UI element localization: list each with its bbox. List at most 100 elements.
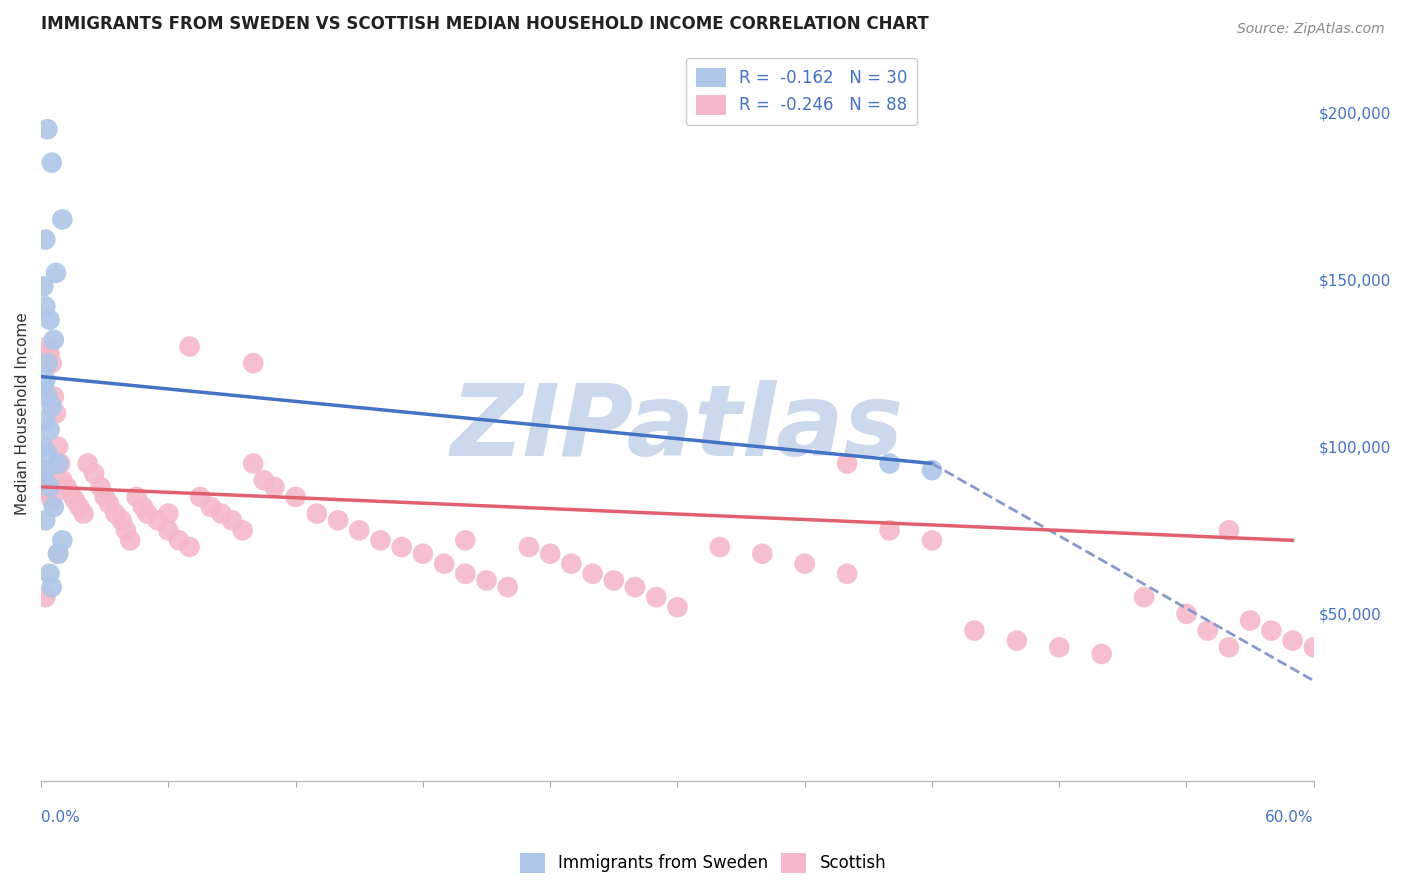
Point: [32, 279, 55, 293]
Point: [83, 467, 105, 481]
Point: [38, 480, 60, 494]
Point: [209, 507, 232, 521]
Point: [624, 580, 647, 594]
Point: [46, 547, 69, 561]
Point: [41, 580, 63, 594]
Point: [179, 339, 201, 353]
Text: ZIPatlas: ZIPatlas: [451, 379, 904, 476]
Point: [37, 356, 59, 370]
Point: [34, 513, 56, 527]
Point: [32, 440, 55, 454]
Point: [475, 574, 498, 588]
Point: [157, 524, 180, 538]
Point: [41, 155, 63, 169]
Point: [34, 413, 56, 427]
Point: [560, 557, 582, 571]
Point: [34, 373, 56, 387]
Point: [125, 490, 148, 504]
Point: [454, 566, 477, 581]
Point: [42, 500, 65, 514]
Point: [1218, 640, 1240, 655]
Point: [412, 547, 434, 561]
Point: [1323, 647, 1346, 661]
Point: [666, 600, 689, 615]
Point: [132, 500, 155, 514]
Point: [104, 507, 127, 521]
Point: [34, 590, 56, 604]
Point: [120, 533, 142, 548]
Point: [1091, 647, 1114, 661]
Point: [253, 473, 276, 487]
Point: [45, 406, 67, 420]
Point: [1281, 633, 1303, 648]
Point: [157, 507, 180, 521]
Point: [93, 490, 115, 504]
Point: [45, 266, 67, 280]
Point: [41, 356, 63, 370]
Point: [37, 390, 59, 404]
Point: [242, 356, 264, 370]
Point: [284, 490, 307, 504]
Point: [1218, 524, 1240, 538]
Point: [837, 457, 859, 471]
Point: [188, 490, 211, 504]
Point: [34, 467, 56, 481]
Point: [32, 379, 55, 393]
Point: [49, 457, 72, 471]
Point: [793, 557, 815, 571]
Point: [38, 486, 60, 500]
Point: [55, 480, 77, 494]
Point: [538, 547, 561, 561]
Point: [167, 533, 190, 548]
Point: [111, 513, 134, 527]
Point: [34, 463, 56, 477]
Y-axis label: Median Household Income: Median Household Income: [15, 312, 30, 515]
Point: [349, 524, 371, 538]
Text: 0.0%: 0.0%: [41, 811, 80, 825]
Point: [46, 457, 69, 471]
Text: 60.0%: 60.0%: [1265, 811, 1313, 825]
Point: [221, 513, 243, 527]
Point: [1260, 624, 1282, 638]
Point: [59, 486, 82, 500]
Point: [709, 540, 731, 554]
Point: [1302, 640, 1324, 655]
Point: [1239, 614, 1261, 628]
Point: [32, 473, 55, 487]
Point: [603, 574, 626, 588]
Point: [232, 524, 254, 538]
Point: [98, 497, 121, 511]
Point: [34, 299, 56, 313]
Point: [37, 122, 59, 136]
Point: [51, 473, 73, 487]
Point: [37, 446, 59, 460]
Point: [136, 507, 159, 521]
Point: [751, 547, 773, 561]
Point: [200, 500, 222, 514]
Point: [921, 533, 943, 548]
Point: [1197, 624, 1219, 638]
Point: [645, 590, 668, 604]
Point: [38, 566, 60, 581]
Point: [37, 339, 59, 353]
Point: [517, 540, 540, 554]
Point: [42, 390, 65, 404]
Text: IMMIGRANTS FROM SWEDEN VS SCOTTISH MEDIAN HOUSEHOLD INCOME CORRELATION CHART: IMMIGRANTS FROM SWEDEN VS SCOTTISH MEDIA…: [41, 15, 929, 33]
Point: [1346, 657, 1368, 671]
Point: [963, 624, 986, 638]
Point: [72, 507, 94, 521]
Point: [879, 524, 901, 538]
Point: [837, 566, 859, 581]
Point: [326, 513, 349, 527]
Legend: R =  -0.162   N = 30, R =  -0.246   N = 88: R = -0.162 N = 30, R = -0.246 N = 88: [686, 58, 917, 125]
Point: [51, 533, 73, 548]
Point: [63, 493, 86, 508]
Legend: Immigrants from Sweden, Scottish: Immigrants from Sweden, Scottish: [513, 847, 893, 880]
Point: [42, 333, 65, 347]
Point: [115, 524, 138, 538]
Point: [146, 513, 169, 527]
Point: [454, 533, 477, 548]
Point: [76, 457, 98, 471]
Point: [179, 540, 201, 554]
Point: [1005, 633, 1028, 648]
